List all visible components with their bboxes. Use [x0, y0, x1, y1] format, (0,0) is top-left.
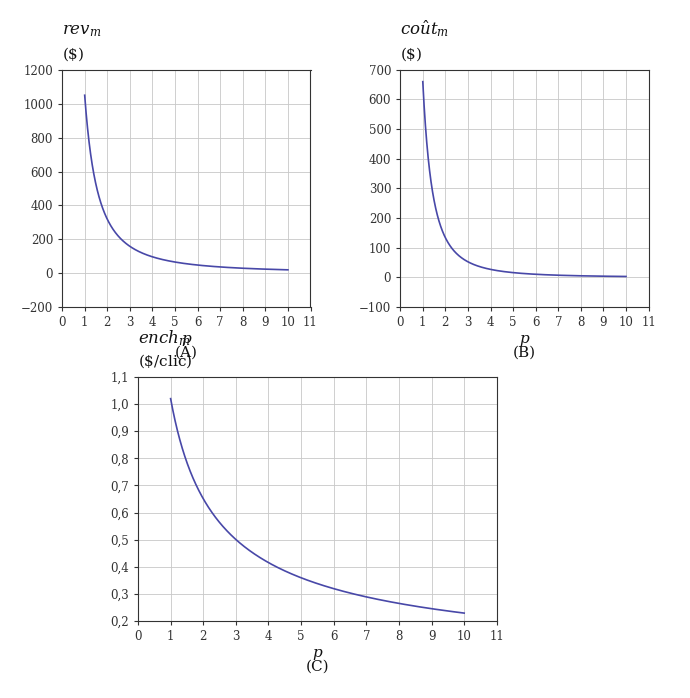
Text: (B): (B)	[513, 346, 536, 359]
Text: $co\hat{u}t_m$: $co\hat{u}t_m$	[400, 18, 449, 39]
X-axis label: $p$: $p$	[312, 648, 323, 662]
Text: $ench_m$: $ench_m$	[138, 328, 190, 348]
Text: (A): (A)	[175, 346, 198, 359]
X-axis label: $p$: $p$	[181, 334, 192, 348]
Text: (C): (C)	[306, 660, 329, 674]
Text: ($\$$): ($\$$)	[400, 45, 422, 63]
Text: ($\$$/clic): ($\$$/clic)	[138, 352, 193, 370]
Text: $rev_m$: $rev_m$	[62, 22, 101, 39]
X-axis label: $p$: $p$	[519, 334, 530, 348]
Text: ($\$$): ($\$$)	[62, 45, 84, 63]
